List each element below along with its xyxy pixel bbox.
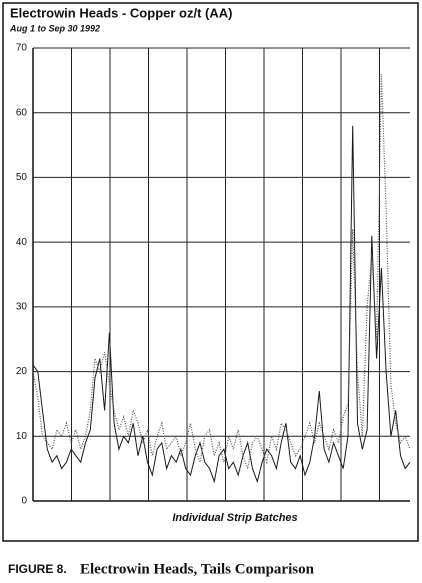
y-tick-label: 50 (16, 172, 28, 183)
y-tick-label: 40 (16, 237, 28, 248)
y-tick-label: 0 (21, 496, 27, 507)
figure-label: FIGURE 8. (8, 562, 67, 576)
data-line (32, 125, 411, 484)
x-axis-label: Individual Strip Batches (172, 512, 297, 524)
data-line (32, 73, 411, 471)
y-tick-label: 10 (16, 431, 28, 442)
y-tick-label: 70 (16, 43, 28, 54)
y-tick-label: 60 (16, 107, 28, 118)
frame (2, 2, 419, 542)
chart-title: Electrowin Heads - Copper oz/t (AA) (10, 5, 232, 20)
chart-subtitle: Aug 1 to Sep 30 1992 (9, 23, 100, 33)
y-tick-label: 30 (16, 301, 28, 312)
figure-title: Electrowin Heads, Tails Comparison (80, 561, 315, 577)
y-tick-label: 20 (16, 366, 28, 377)
